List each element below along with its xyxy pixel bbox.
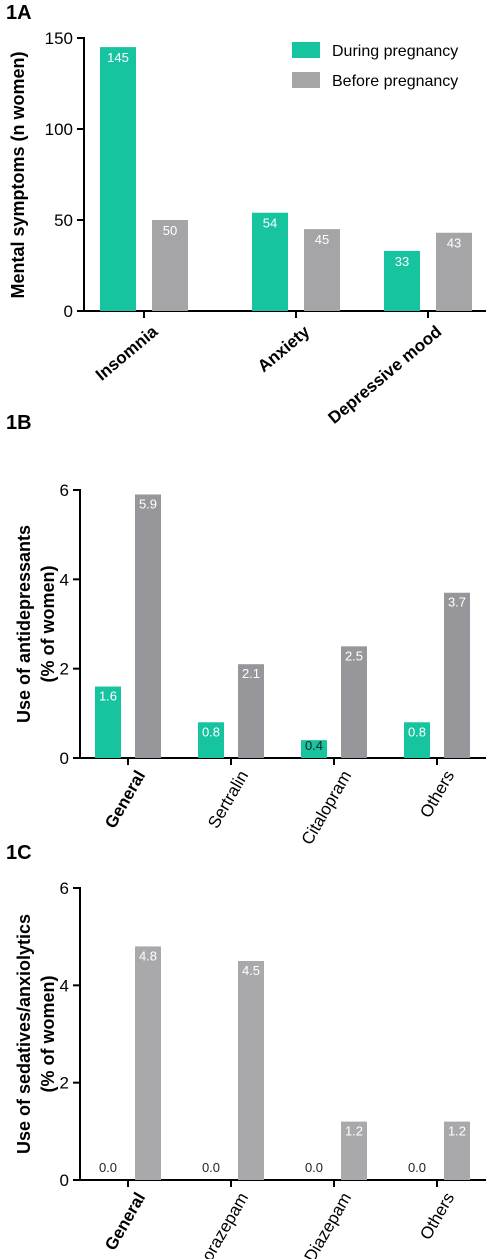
bar-during-pregnancy xyxy=(404,722,430,758)
y-tick-label: 100 xyxy=(45,120,73,139)
category-label: Others xyxy=(416,1189,458,1243)
bar-before-pregnancy xyxy=(444,592,470,758)
y-tick-label: 50 xyxy=(54,211,73,230)
data-label: 0.4 xyxy=(305,738,323,753)
y-axis-label: Use of antidepressants xyxy=(14,525,34,723)
bar-during-pregnancy xyxy=(100,47,136,311)
bar-before-pregnancy xyxy=(444,1121,470,1180)
data-label: 0.0 xyxy=(99,1160,117,1175)
y-axis-label-line2: (% of women) xyxy=(38,976,58,1093)
data-label: 1.2 xyxy=(345,1124,363,1139)
y-tick-label: 4 xyxy=(60,570,69,589)
y-axis-label-line2: (% of women) xyxy=(38,566,58,683)
bar-before-pregnancy xyxy=(341,646,367,758)
y-tick-label: 0 xyxy=(64,302,73,321)
category-label: Sertralin xyxy=(204,767,252,831)
data-label: 4.8 xyxy=(139,948,157,963)
data-label: 3.7 xyxy=(448,595,466,610)
bar-during-pregnancy xyxy=(384,250,420,311)
y-tick-label: 6 xyxy=(60,879,69,898)
legend: During pregnancy Before pregnancy xyxy=(292,42,458,90)
bar-before-pregnancy xyxy=(238,961,264,1180)
bar-before-pregnancy xyxy=(135,946,161,1180)
data-label: 0.8 xyxy=(202,724,220,739)
legend-swatch xyxy=(292,72,320,88)
data-label: 145 xyxy=(107,50,129,65)
bar-before-pregnancy xyxy=(341,1121,367,1180)
category-label: Citalopram xyxy=(298,767,356,848)
chart-panel-1a: 1A 0 50 100 150 Mental symptoms (n women) 145… xyxy=(0,0,491,428)
y-axis-label: Mental symptoms (n women) xyxy=(8,51,28,298)
bar-during-pregnancy xyxy=(252,212,288,311)
category-label: General xyxy=(101,1189,149,1253)
panel-label-1c: 1C xyxy=(6,842,32,864)
chart-1c-svg: 0 2 4 6 Use of sedatives/anxiolytics (% of wo… xyxy=(14,879,486,1259)
bar-before-pregnancy xyxy=(152,220,188,311)
y-tick-label: 4 xyxy=(60,976,69,995)
panel-label-1b: 1B xyxy=(6,412,32,434)
data-label: 0.8 xyxy=(408,724,426,739)
data-label: 45 xyxy=(315,232,329,247)
category-label: Anxiety xyxy=(254,322,314,376)
chart-panel-1c: 1C 0 2 4 6 Use of sedatives/anxiolytics (% of… xyxy=(0,840,491,1259)
data-label: 54 xyxy=(263,216,277,231)
legend-label: During pregnancy xyxy=(332,43,458,60)
data-label: 5.9 xyxy=(139,496,157,511)
data-label: 2.1 xyxy=(242,666,260,681)
bar-before-pregnancy xyxy=(304,229,340,311)
data-label: 4.5 xyxy=(242,963,260,978)
data-label: 33 xyxy=(395,254,409,269)
y-tick-label: 6 xyxy=(60,481,69,500)
bar-during-pregnancy xyxy=(198,722,224,758)
data-label: 0.0 xyxy=(202,1160,220,1175)
y-tick-label: 0 xyxy=(60,1171,69,1190)
chart-1a-svg: 0 50 100 150 Mental symptoms (n women) 145 50 I… xyxy=(8,29,486,428)
panel-label-1a: 1A xyxy=(6,2,32,24)
category-label: Diazepam xyxy=(301,1189,356,1259)
legend-label: Before pregnancy xyxy=(332,73,458,90)
data-label: 2.5 xyxy=(345,648,363,663)
y-tick-label: 2 xyxy=(60,660,69,679)
data-label: 1.6 xyxy=(99,689,117,704)
data-label: 50 xyxy=(163,223,177,238)
data-label: 43 xyxy=(447,236,461,251)
chart-1b-svg: 0 2 4 6 Use of antidepressants (% of women) 1.… xyxy=(14,481,486,848)
data-label: 1.2 xyxy=(448,1124,466,1139)
bar-before-pregnancy xyxy=(238,664,264,758)
data-label: 0.0 xyxy=(305,1160,323,1175)
bar-during-pregnancy xyxy=(95,686,121,758)
category-label: General xyxy=(101,767,149,831)
category-label: Lorazepam xyxy=(193,1189,252,1259)
data-label: 0.0 xyxy=(408,1160,426,1175)
bar-before-pregnancy xyxy=(135,494,161,758)
y-tick-label: 150 xyxy=(45,29,73,48)
y-tick-label: 0 xyxy=(60,749,69,768)
chart-panel-1b: 1B 0 2 4 6 Use of antidepressants (% of women… xyxy=(0,410,491,850)
y-tick-label: 2 xyxy=(60,1074,69,1093)
legend-swatch xyxy=(292,42,320,58)
y-axis-label: Use of sedatives/anxiolytics xyxy=(14,914,34,1154)
category-label: Insomnia xyxy=(92,322,162,385)
category-label: Others xyxy=(416,767,458,821)
bar-before-pregnancy xyxy=(436,232,472,311)
bar-during-pregnancy xyxy=(301,740,327,758)
